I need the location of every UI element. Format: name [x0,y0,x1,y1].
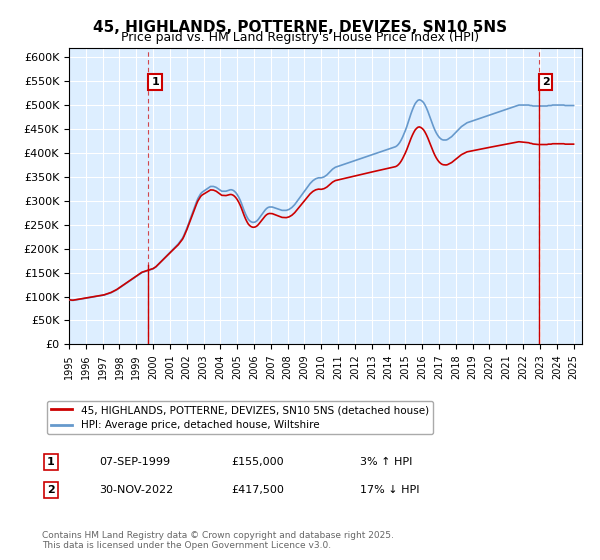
Text: 1: 1 [151,77,159,87]
Legend: 45, HIGHLANDS, POTTERNE, DEVIZES, SN10 5NS (detached house), HPI: Average price,: 45, HIGHLANDS, POTTERNE, DEVIZES, SN10 5… [47,401,433,435]
Text: 2: 2 [47,485,55,495]
Text: Contains HM Land Registry data © Crown copyright and database right 2025.
This d: Contains HM Land Registry data © Crown c… [42,530,394,550]
Text: 45, HIGHLANDS, POTTERNE, DEVIZES, SN10 5NS: 45, HIGHLANDS, POTTERNE, DEVIZES, SN10 5… [93,20,507,35]
Text: 07-SEP-1999: 07-SEP-1999 [99,457,170,467]
Text: 1: 1 [47,457,55,467]
Text: 2: 2 [542,77,550,87]
Text: £417,500: £417,500 [231,485,284,495]
Text: 17% ↓ HPI: 17% ↓ HPI [360,485,419,495]
Text: Price paid vs. HM Land Registry's House Price Index (HPI): Price paid vs. HM Land Registry's House … [121,31,479,44]
Text: 3% ↑ HPI: 3% ↑ HPI [360,457,412,467]
Text: £155,000: £155,000 [231,457,284,467]
Text: 30-NOV-2022: 30-NOV-2022 [99,485,173,495]
